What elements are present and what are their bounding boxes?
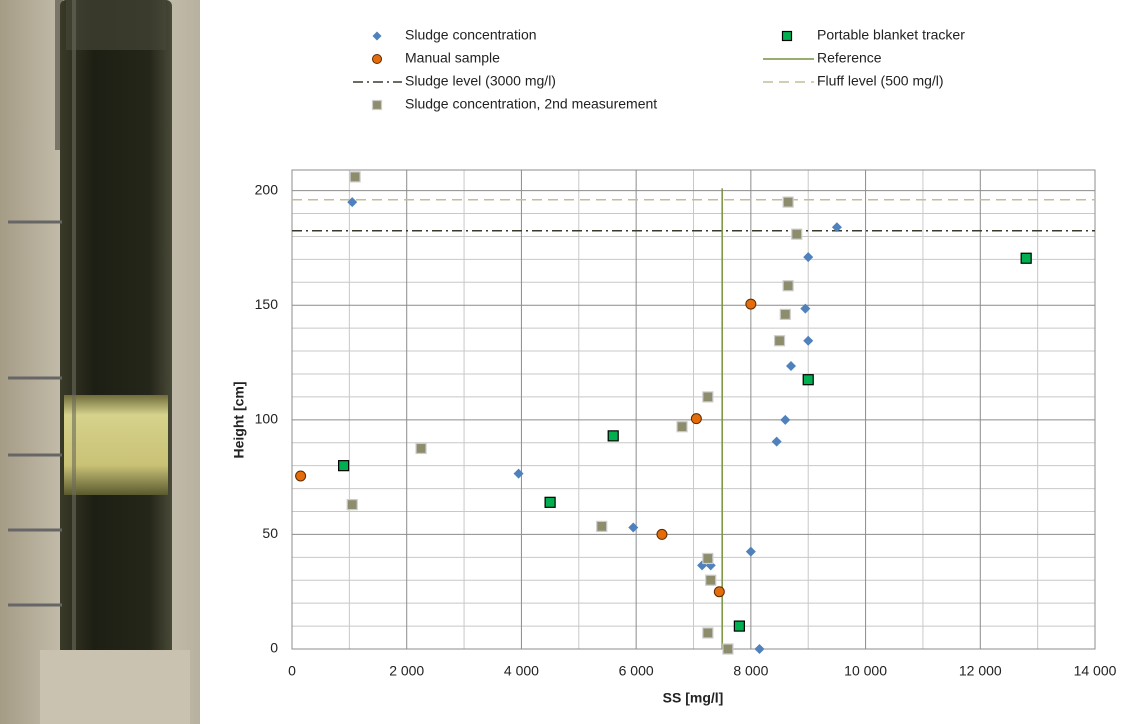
y-axis-title: Height [cm] — [231, 382, 247, 459]
point — [786, 360, 797, 371]
point — [782, 280, 794, 292]
point — [628, 522, 639, 533]
legend-marker — [372, 31, 382, 41]
y-tick-label: 150 — [255, 296, 279, 312]
x-tick-label: 4 000 — [504, 663, 539, 679]
legend-item: Portable blanket tracker — [817, 27, 965, 43]
pipe — [55, 0, 63, 150]
blanket-band — [64, 395, 168, 495]
legend-label: Sludge level (3000 mg/l) — [405, 73, 556, 89]
legend-item: Sludge level (3000 mg/l) — [353, 73, 556, 89]
point — [415, 442, 427, 455]
point — [702, 391, 714, 403]
point — [702, 627, 714, 639]
point — [831, 222, 842, 233]
point — [782, 196, 794, 208]
point — [690, 413, 702, 425]
column-top — [66, 0, 166, 50]
sampling-ports — [8, 220, 62, 607]
legend-label: Portable blanket tracker — [817, 27, 965, 43]
plot-border — [291, 169, 1096, 650]
point — [779, 308, 791, 320]
column-base — [40, 650, 190, 724]
x-tick-label: 8 000 — [733, 663, 768, 679]
y-tick-label: 100 — [255, 411, 279, 427]
legend-item: Fluff level (500 mg/l) — [763, 73, 944, 89]
point — [338, 460, 350, 472]
point — [771, 436, 782, 447]
point — [607, 430, 619, 442]
x-axis-title: SS [mg/l] — [663, 690, 724, 706]
point — [702, 552, 714, 565]
legend-item: Sludge concentration, 2nd measurement — [405, 96, 657, 112]
legend-label: Manual sample — [405, 50, 500, 66]
legend-marker — [372, 54, 382, 64]
glass-reflection — [72, 0, 76, 660]
legend-item: Sludge concentration — [405, 27, 537, 43]
point — [544, 496, 556, 508]
x-tick-label: 2 000 — [389, 663, 424, 679]
point — [1020, 252, 1032, 264]
point — [347, 197, 358, 208]
point — [803, 335, 814, 346]
point — [513, 468, 524, 479]
x-tick-label: 10 000 — [844, 663, 887, 679]
point — [803, 252, 814, 263]
x-tick-label: 12 000 — [959, 663, 1002, 679]
point — [802, 374, 814, 386]
point — [780, 414, 791, 425]
legend-item: Manual sample — [405, 50, 500, 66]
legend-label: Sludge concentration — [405, 27, 537, 43]
y-tick-label: 200 — [255, 181, 279, 197]
point — [745, 298, 757, 310]
point — [349, 171, 361, 183]
column — [60, 0, 172, 680]
point — [800, 303, 811, 314]
point — [676, 421, 688, 433]
x-tick-label: 6 000 — [619, 663, 654, 679]
photo — [0, 0, 200, 724]
point — [713, 586, 725, 598]
point — [733, 620, 745, 632]
y-tick-label: 0 — [270, 640, 278, 656]
legend-label: Reference — [817, 50, 882, 66]
x-tick-label: 14 000 — [1074, 663, 1117, 679]
legend-marker — [781, 30, 793, 42]
legend-label: Sludge concentration, 2nd measurement — [405, 96, 657, 112]
point — [722, 643, 734, 655]
legend-label: Fluff level (500 mg/l) — [817, 73, 944, 89]
legend-item: Reference — [763, 50, 882, 66]
legend-marker — [371, 99, 383, 111]
point — [745, 546, 756, 557]
point — [656, 528, 668, 540]
x-tick-label: 0 — [288, 663, 296, 679]
y-tick-label: 50 — [262, 525, 278, 541]
point — [791, 228, 803, 240]
point — [596, 520, 608, 532]
point — [754, 644, 765, 654]
point — [295, 470, 307, 482]
point — [346, 499, 358, 511]
point — [705, 574, 717, 586]
point — [773, 335, 786, 347]
